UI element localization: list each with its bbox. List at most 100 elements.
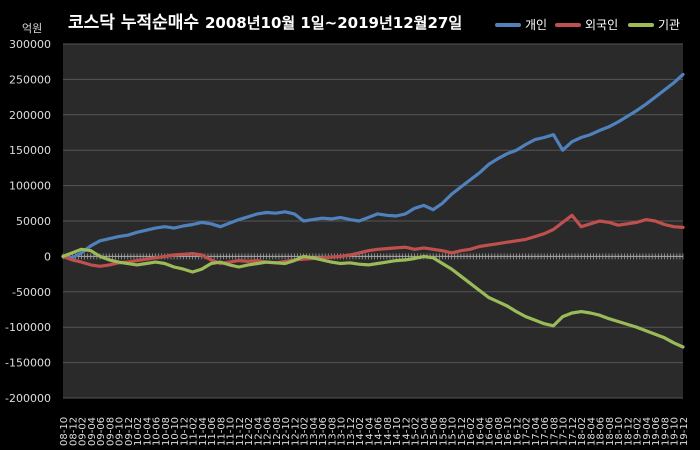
x-tick-label: 09-02 [78,417,89,446]
x-tick-label: 09-10 [115,417,126,446]
x-tick-label: 09-04 [87,417,98,446]
x-tick-label: 19-02 [633,417,644,446]
y-axis-ticks: 300000 250000 200000 150000 100000 50000 0 -500… [5,38,51,405]
x-axis: 08-1008-1209-0209-0409-0609-0809-1009-12… [59,253,690,446]
x-tick-label: 15-06 [429,417,440,446]
x-tick-label: 17-12 [568,417,579,446]
y-tick-label: -100000 [5,321,51,334]
x-tick-label: 09-12 [124,417,135,446]
x-tick-label: 11-02 [189,417,200,446]
x-tick-label: 12-08 [272,417,283,446]
x-tick-label: 15-02 [411,417,422,446]
x-tick-label: 13-12 [346,417,357,446]
x-tick-label: 17-02 [522,417,533,446]
x-tick-label: 10-02 [133,417,144,446]
x-tick-label: 17-08 [549,417,560,446]
unit-label: 억원 [22,22,43,35]
y-tick-label: 200000 [9,109,51,122]
x-tick-label: 08-10 [59,417,70,446]
legend-label-institution: 기관 [658,18,681,32]
x-tick-label: 17-04 [531,417,542,446]
x-tick-label: 13-08 [327,417,338,446]
x-tick-label: 11-06 [207,417,218,446]
x-tick-label: 13-06 [318,417,329,446]
x-tick-label: 10-06 [152,417,163,446]
series-line-2 [61,247,685,349]
x-tick-label: 14-06 [374,417,385,446]
series-lines [61,72,685,349]
x-tick-label: 15-10 [448,417,459,446]
grid [63,43,683,399]
x-tick-label: 12-12 [290,417,301,446]
x-tick-label: 19-12 [679,417,690,446]
y-tick-label: 150000 [9,144,51,157]
y-tick-label: -50000 [12,286,51,299]
x-tick-label: 10-08 [161,417,172,446]
x-tick-label: 14-08 [383,417,394,446]
x-tick-label: 12-10 [281,417,292,446]
x-tick-label: 19-06 [651,417,662,446]
x-tick-label: 12-04 [253,417,264,446]
x-tick-label: 08-12 [68,417,79,446]
y-tick-label: 100000 [9,180,51,193]
x-tick-label: 18-02 [577,417,588,446]
y-tick-label: 0 [44,250,51,263]
x-tick-label: 16-06 [485,417,496,446]
title-main: 코스닥 누적순매수 [68,13,200,33]
legend-item-individual: 개인 [495,16,547,33]
legend-label-individual: 개인 [525,18,548,32]
x-tick-label: 14-04 [364,417,375,446]
x-tick-label: 15-04 [420,417,431,446]
y-tick-label: -200000 [5,392,51,405]
x-tick-label: 09-08 [105,417,116,446]
x-tick-label: 11-08 [216,417,227,446]
x-tick-label: 10-10 [170,417,181,446]
y-tick-label: 250000 [9,73,51,86]
x-tick-label: 14-12 [401,417,412,446]
x-tick-label: 18-08 [605,417,616,446]
legend-swatch-individual [495,22,521,27]
x-tick-label: 18-04 [586,417,597,446]
legend-label-foreign: 외국인 [585,18,619,32]
x-tick-label: 19-04 [642,417,653,446]
x-tick-label: 12-02 [244,417,255,446]
x-tick-label: 11-10 [226,417,237,446]
x-tick-label: 11-12 [235,417,246,446]
legend-swatch-foreign [555,22,581,27]
x-tick-label: 16-04 [475,417,486,446]
x-tick-label: 16-08 [494,417,505,446]
y-tick-label: 300000 [9,38,51,51]
x-tick-label: 14-02 [355,417,366,446]
chart-title: 코스닥 누적순매수 2008년10월 1일~2019년12월27일 [68,8,462,33]
legend-item-institution: 기관 [628,16,680,33]
x-tick-label: 19-08 [660,417,671,446]
x-tick-label: 15-12 [457,417,468,446]
x-tick-label: 12-06 [263,417,274,446]
x-tick-label: 10-12 [179,417,190,446]
x-tick-label: 18-10 [614,417,625,446]
series-line-1 [61,213,685,268]
x-tick-label: 18-06 [596,417,607,446]
x-tick-label: 16-10 [503,417,514,446]
x-tick-label: 13-02 [300,417,311,446]
x-tick-label: 16-02 [466,417,477,446]
x-tick-label: 19-10 [670,417,681,446]
series-line-0 [61,72,685,260]
legend-swatch-institution [628,22,654,27]
x-tick-label: 10-04 [142,417,153,446]
x-tick-label: 09-06 [96,417,107,446]
x-tick-label: 13-04 [309,417,320,446]
x-tick-label: 11-04 [198,417,209,446]
x-tick-label: 15-08 [438,417,449,446]
x-tick-label: 14-10 [392,417,403,446]
x-tick-label: 18-12 [623,417,634,446]
x-tick-label: 17-10 [559,417,570,446]
x-tick-label: 16-12 [512,417,523,446]
y-tick-label: 50000 [16,215,51,228]
legend-item-foreign: 외국인 [555,16,618,33]
x-tick-label: 13-10 [337,417,348,446]
x-tick-label: 17-06 [540,417,551,446]
title-sub: 2008년10월 1일~2019년12월27일 [204,14,463,32]
y-tick-label: -150000 [5,357,51,370]
